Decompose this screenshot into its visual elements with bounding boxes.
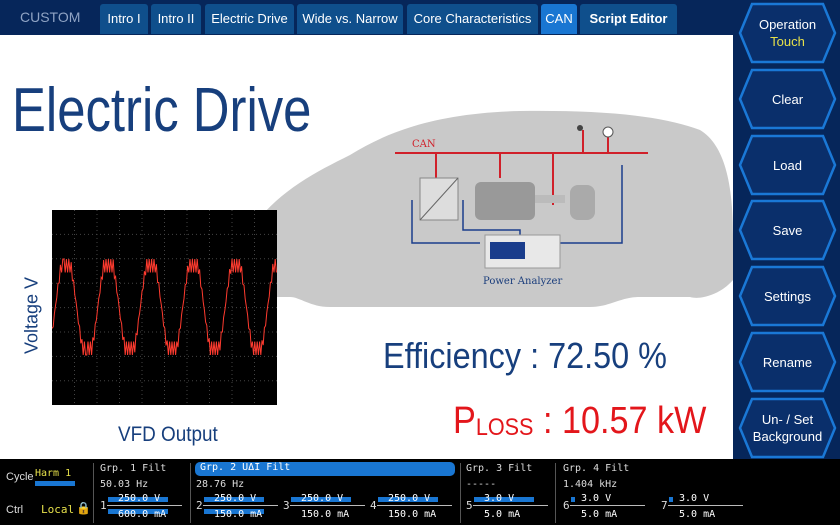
element-number: 4 [370,499,377,512]
voltage-bar [669,497,673,502]
current-range[interactable]: 5.0 mA [679,509,716,520]
tab-script-editor[interactable]: Script Editor [580,4,677,34]
load-button[interactable]: Load [738,134,837,196]
scope-y-label: Voltage V [21,276,42,355]
side-panel: Operation Touch Clear Load Save Settings … [735,0,840,525]
clear-button[interactable]: Clear [738,68,837,130]
grp4-title[interactable]: Grp. 4 Filt [563,463,630,474]
ploss-sub: LOSS [475,414,534,441]
ctrl-value: Local [41,503,75,516]
element-number: 1 [100,499,107,512]
efficiency-readout: Efficiency : 72.50 % [383,335,667,376]
current-range[interactable]: 150.0 mA [388,509,437,520]
power-loss-readout: PLOSS : 10.57 kW [453,400,706,443]
voltage-bar [108,497,168,502]
ctrl-label: Ctrl [6,504,24,516]
can-label: CAN [412,139,436,150]
thermometer-icon [577,125,583,131]
range-line [570,505,645,506]
range-line [473,505,548,506]
range-line [668,505,743,506]
load-machine [570,185,595,220]
current-range[interactable]: 150.0 mA [301,509,350,520]
motor [475,182,535,220]
tab-wide-vs-narrow[interactable]: Wide vs. Narrow [297,4,403,34]
grp1-title[interactable]: Grp. 1 Filt [100,463,167,474]
voltage-bar [204,497,264,502]
current-range[interactable]: 600.0 mA [118,509,167,520]
element-number: 6 [563,499,570,512]
main-content: CAN Power Analyzer Electric Drive Voltag… [0,35,733,459]
voltage-bar [571,497,575,502]
voltage-range[interactable]: 3.0 V [581,493,612,504]
voltage-range[interactable]: 3.0 V [484,493,515,504]
operation-button[interactable]: Operation Touch [738,2,837,64]
cycle-value[interactable]: Harm 1 [35,468,72,479]
grp2-title[interactable]: Grp. 2 UΔI Filt [195,462,455,476]
lock-icon: 🔒 [76,501,91,515]
range-line [377,505,452,506]
grp3-title[interactable]: Grp. 3 Filt [466,463,533,474]
ploss-value: : 10.57 kW [533,400,707,442]
grp4-freq: 1.404 kHz [563,479,618,490]
range-line [107,505,182,506]
range-line [203,505,278,506]
scope-caption: VFD Output [118,423,218,446]
power-analyzer-label: Power Analyzer [483,276,562,287]
current-range[interactable]: 5.0 mA [484,509,521,520]
operation-label: Operation [758,17,817,32]
load-label: Load [773,157,802,173]
grp3-freq: ----- [466,479,497,490]
voltage-range[interactable]: 250.0 V [388,493,431,504]
tab-electric-drive[interactable]: Electric Drive [205,4,294,34]
background-label-1: Un- / Set [761,412,814,427]
cycle-label: Cycle [6,471,34,483]
current-bar [108,509,168,514]
oscilloscope-display [51,210,277,405]
page-title: Electric Drive [12,76,312,145]
voltage-range[interactable]: 3.0 V [679,493,710,504]
element-number: 2 [196,499,203,512]
save-button[interactable]: Save [738,199,837,261]
rename-label: Rename [762,354,813,370]
current-bar [204,509,264,514]
ploss-p: P [453,400,476,442]
background-button[interactable]: Un- / Set Background [738,397,837,459]
current-range[interactable]: 5.0 mA [581,509,618,520]
gauge-icon [602,126,614,138]
voltage-bar [378,497,438,502]
element-number: 5 [466,499,473,512]
operation-mode: Touch [770,34,805,49]
range-line [290,505,365,506]
status-bar: Cycle Harm 1 Ctrl Local 🔒 Grp. 1 Filt 50… [0,459,840,525]
voltage-bar [474,497,534,502]
voltage-bar [291,497,351,502]
element-number: 7 [661,499,668,512]
voltage-range[interactable]: 250.0 V [301,493,344,504]
grp2-freq: 28.76 Hz [196,479,245,490]
tab-intro-2[interactable]: Intro II [151,4,201,34]
background-label-2: Background [752,429,823,444]
custom-label: CUSTOM [20,9,81,25]
voltage-range[interactable]: 250.0 V [214,493,257,504]
tab-core-characteristics[interactable]: Core Characteristics [407,4,538,34]
settings-button[interactable]: Settings [738,265,837,327]
save-label: Save [772,222,803,238]
element-number: 3 [283,499,290,512]
settings-label: Settings [764,288,811,304]
cycle-bar [35,481,75,486]
voltage-waveform [51,258,277,356]
current-range[interactable]: 150.0 mA [214,509,263,520]
voltage-range[interactable]: 250.0 V [118,493,161,504]
tab-bar: CUSTOM Intro I Intro II Electric Drive W… [0,0,735,35]
grp1-freq: 50.03 Hz [100,479,149,490]
tab-can[interactable]: CAN [541,4,577,34]
tab-intro-1[interactable]: Intro I [100,4,148,34]
rename-button[interactable]: Rename [738,331,837,393]
clear-label: Clear [771,91,804,107]
car-diagram: CAN Power Analyzer [240,110,733,307]
